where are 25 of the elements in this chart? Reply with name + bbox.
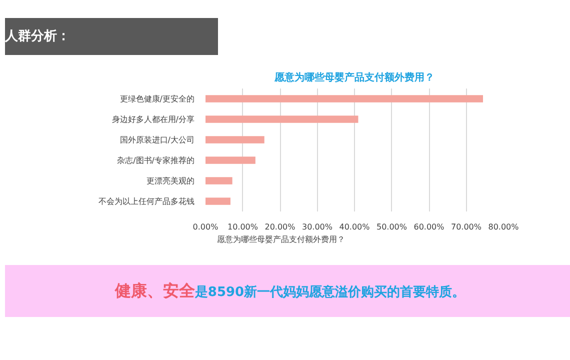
x-tick-label: 0.00% <box>192 222 219 232</box>
x-tick-label: 10.00% <box>228 222 258 232</box>
bar <box>206 136 264 144</box>
x-tick-label: 30.00% <box>302 222 333 232</box>
footer-band: 健康、安全是8590新一代妈妈愿意溢价购买的首要特质。 <box>5 265 570 317</box>
bar <box>206 177 232 184</box>
y-tick-label: 更漂亮美观的 <box>146 176 194 186</box>
y-tick-label: 杂志/图书/专家推荐的 <box>117 156 194 165</box>
x-tick-label: 40.00% <box>339 222 370 232</box>
bar <box>206 95 484 102</box>
header-banner: 人群分析： <box>5 18 218 55</box>
x-tick-label: 50.00% <box>376 222 408 232</box>
y-tick-label: 身边好多人都在用/分享 <box>112 114 195 124</box>
x-tick-label: 20.00% <box>264 222 296 232</box>
y-tick-label: 更绿色健康/更安全的 <box>120 94 195 104</box>
x-tick-label: 70.00% <box>451 222 482 232</box>
y-tick-label: 不会为以上任何产品多花钱 <box>98 196 194 206</box>
x-tick-label: 60.00% <box>414 222 445 232</box>
bar <box>206 116 358 123</box>
bar <box>206 156 256 164</box>
bar <box>206 198 230 205</box>
text: 愿意为哪些母婴产品支付额外费用？ <box>217 234 345 245</box>
chart-title: 愿意为哪些母婴产品支付额外费用？ <box>274 72 434 84</box>
x-tick-label: 80.00% <box>488 222 520 232</box>
y-tick-label: 国外原装进口/大公司 <box>120 135 195 144</box>
